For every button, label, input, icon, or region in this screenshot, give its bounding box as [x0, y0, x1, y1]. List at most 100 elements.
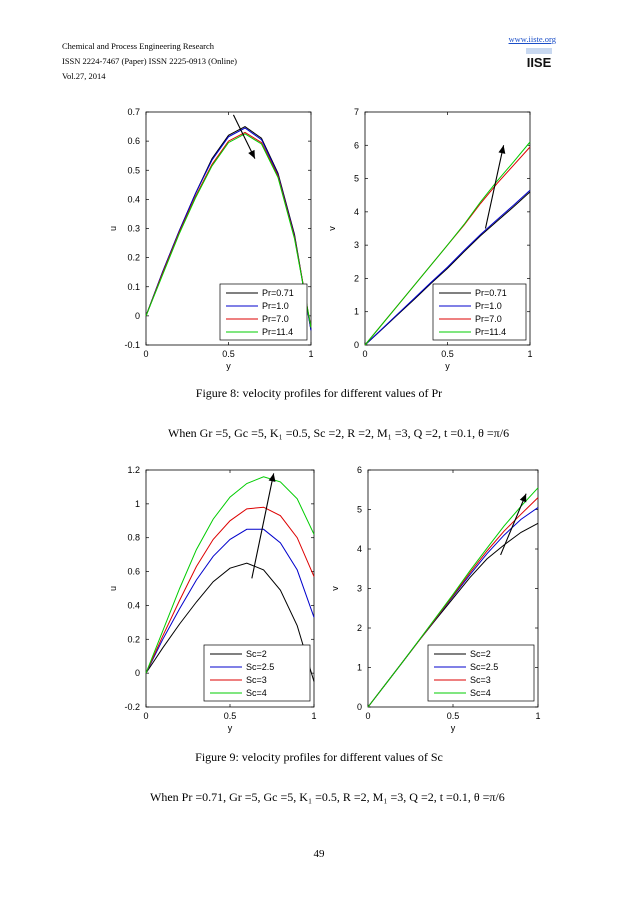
fig8a-ytick-label: 0.1 [127, 282, 140, 292]
fig8a-arrow-head [248, 149, 255, 159]
fig9b-arrow-head [519, 493, 527, 503]
fig8a-legend-label: Pr=11.4 [262, 327, 293, 337]
fig8b-legend-label: Pr=11.4 [475, 327, 506, 337]
fig8a-ytick-label: 0.6 [127, 136, 140, 146]
fig9a-ytick-label: 0 [135, 668, 140, 678]
figure8-caption: Figure 8: velocity profiles for differen… [195, 386, 443, 400]
fig8a-ytick-label: 0.4 [127, 194, 140, 204]
fig8b-series-line [364, 189, 531, 346]
fig8b-plot-frame [364, 111, 531, 346]
fig8b-ytick-label: 0 [354, 340, 359, 350]
fig8b-ytick-label: 6 [354, 140, 359, 150]
fig9a-ytick-label: 1.2 [127, 465, 140, 475]
fig8b-series-line [364, 146, 531, 346]
fig8b-ytick-label: 3 [354, 240, 359, 250]
fig9b-ytick-label: 2 [357, 623, 362, 633]
fig8a-series-line [145, 127, 312, 331]
fig8b-series-line [364, 191, 531, 346]
iiste-logo: IISE [524, 46, 554, 72]
fig9a-series-line [145, 476, 315, 674]
fig8b-ytick-label: 7 [354, 107, 359, 117]
fig9b-trend-arrow [500, 493, 527, 556]
fig9a-series-line [145, 562, 315, 682]
fig9a-legend-label: Sc=4 [246, 688, 267, 698]
figure9-caption: Figure 9: velocity profiles for differen… [195, 750, 443, 764]
fig9a-ylabel: u [108, 586, 118, 591]
page-number: 49 [313, 848, 325, 860]
fig9a-legend-label: Sc=2.5 [246, 662, 274, 672]
fig8a-ytick-label: -0.1 [124, 340, 140, 350]
fig9a-xtick-label: 0 [143, 711, 148, 721]
fig8b-legend-label: Pr=7.0 [475, 314, 502, 324]
fig9b-ytick-label: 3 [357, 584, 362, 594]
fig8a-ytick-label: 0.3 [127, 224, 140, 234]
fig9a-plot-frame [145, 469, 315, 708]
fig8b-legend-label: Pr=1.0 [475, 301, 502, 311]
fig9b-xlabel: y [451, 723, 456, 733]
fig8b-legend [432, 283, 527, 341]
fig8b-arrow-head [498, 145, 506, 154]
fig9b-plot-frame [367, 469, 539, 708]
fig8a-xtick-label: 0 [143, 349, 148, 359]
fig9b-ytick-label: 1 [357, 663, 362, 673]
fig9b-legend-label: Sc=3 [470, 675, 491, 685]
logo-text: IISE [527, 55, 552, 70]
fig8a-legend-label: Pr=0.71 [262, 288, 294, 298]
fig9a-legend-label: Sc=3 [246, 675, 267, 685]
fig9a-ytick-label: 0.6 [127, 567, 140, 577]
fig8b-ytick-label: 4 [354, 207, 359, 217]
fig8a-ytick-label: 0.7 [127, 107, 140, 117]
fig8b-ytick-label: 2 [354, 273, 359, 283]
fig9a-legend [203, 644, 311, 702]
fig9a-trend-arrow [251, 473, 275, 579]
fig9a-xtick-label: 0.5 [224, 711, 237, 721]
issn-line: ISSN 2224-7467 (Paper) ISSN 2225-0913 (O… [62, 56, 237, 66]
journal-name: Chemical and Process Engineering Researc… [62, 41, 215, 51]
fig9a-xtick-label: 1 [311, 711, 316, 721]
fig9a-ytick-label: 0.2 [127, 634, 140, 644]
fig9b-series-line [367, 507, 539, 708]
fig9a-legend-label: Sc=2 [246, 649, 267, 659]
fig9b-xtick-label: 1 [535, 711, 540, 721]
fig8a-series-line [145, 133, 312, 328]
fig8b-xtick-label: 1 [527, 349, 532, 359]
fig8a-ytick-label: 0.2 [127, 253, 140, 263]
fig8a-trend-arrow [232, 114, 256, 159]
fig8a-xtick-label: 0.5 [222, 349, 235, 359]
fig8b-series-line [364, 141, 531, 346]
fig8a-ytick-label: 0 [135, 311, 140, 321]
figure8-condition: When Gr =5, Gc =5, K₁ =0.5, Sc =2, R =2,… [168, 426, 510, 440]
fig9a-ytick-label: 0.8 [127, 533, 140, 543]
fig9b-legend-label: Sc=2 [470, 649, 491, 659]
fig8a-xtick-label: 1 [308, 349, 313, 359]
fig9a-ytick-label: 1 [135, 499, 140, 509]
fig9b-series-line [367, 497, 539, 708]
fig9b-legend-label: Sc=4 [470, 688, 491, 698]
fig9b-series-line [367, 487, 539, 708]
fig9a-series-line [145, 506, 315, 674]
fig8b-trend-arrow [484, 145, 505, 229]
fig9a-series-line [145, 528, 315, 674]
fig8b-ylabel: v [327, 226, 337, 231]
fig9a-ytick-label: -0.2 [124, 702, 140, 712]
journal-url[interactable]: www.iiste.org [508, 34, 556, 44]
fig9a-ytick-label: 0.4 [127, 600, 140, 610]
fig9b-ytick-label: 6 [357, 465, 362, 475]
fig9b-xtick-label: 0 [365, 711, 370, 721]
fig8b-ytick-label: 5 [354, 174, 359, 184]
fig8b-xtick-label: 0.5 [441, 349, 454, 359]
fig8a-series-line [145, 131, 312, 328]
fig9b-ylabel: v [330, 586, 340, 591]
fig8a-series-line [145, 126, 312, 331]
fig9b-series-line [367, 522, 539, 708]
fig9b-ytick-label: 0 [357, 702, 362, 712]
fig9b-ytick-label: 5 [357, 505, 362, 515]
figure9-condition: When Pr =0.71, Gr =5, Gc =5, K₁ =0.5, R … [150, 790, 505, 804]
fig8a-legend [219, 283, 308, 341]
fig9b-xtick-label: 0.5 [447, 711, 460, 721]
fig9b-legend [427, 644, 535, 702]
fig8a-xlabel: y [226, 361, 231, 371]
fig8a-legend-label: Pr=7.0 [262, 314, 289, 324]
fig9a-xlabel: y [228, 723, 233, 733]
